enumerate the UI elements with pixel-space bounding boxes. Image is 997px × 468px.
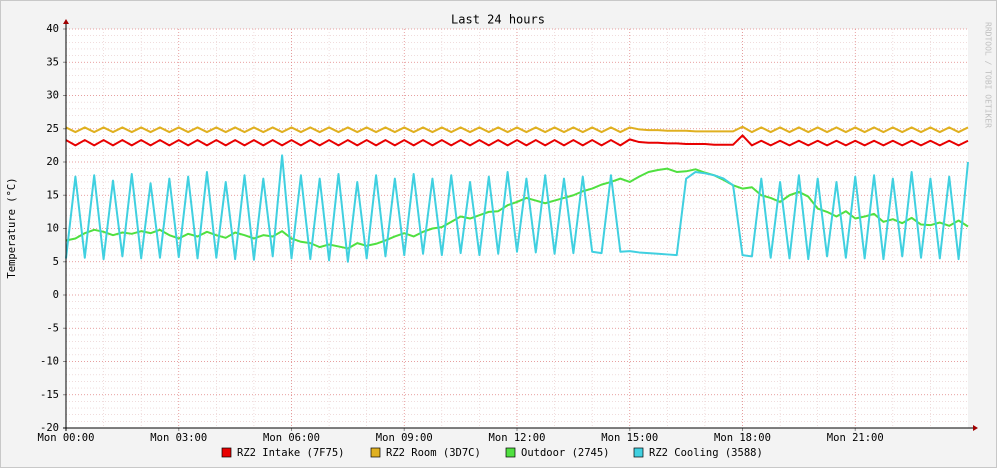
y-tick-label: 20 — [46, 156, 59, 168]
series-line — [65, 125, 969, 134]
x-axis-arrow — [973, 425, 978, 431]
y-tick-label: -20 — [40, 422, 59, 434]
y-tick-label: 5 — [53, 256, 59, 268]
legend-swatch — [633, 447, 644, 458]
legend-label: Outdoor (2745) — [521, 447, 610, 459]
y-tick-label: 25 — [46, 123, 59, 135]
series-line — [65, 154, 969, 263]
x-tick-label: Mon 03:00 — [150, 432, 207, 444]
legend-swatch — [370, 447, 381, 458]
y-tick-label: -10 — [40, 356, 59, 368]
x-tick-label: Mon 06:00 — [263, 432, 320, 444]
watermark: RRDTOOL / TOBI OETIKER — [984, 22, 993, 128]
y-tick-label: -5 — [46, 322, 59, 334]
x-tick-label: Mon 12:00 — [489, 432, 546, 444]
y-tick-label: 15 — [46, 189, 59, 201]
y-tick-label: -15 — [40, 389, 59, 401]
legend-label: RZ2 Room (3D7C) — [386, 447, 481, 459]
legend-swatch — [221, 447, 232, 458]
x-tick-label: Mon 09:00 — [376, 432, 433, 444]
y-tick-label: 10 — [46, 223, 59, 235]
x-tick-label: Mon 21:00 — [827, 432, 884, 444]
y-axis-label: Temperature (°C) — [6, 177, 18, 278]
x-tick-label: Mon 15:00 — [601, 432, 658, 444]
y-tick-label: 30 — [46, 90, 59, 102]
y-axis-arrow — [63, 19, 69, 24]
series-line — [65, 167, 969, 250]
legend-label: RZ2 Intake (7F75) — [237, 447, 344, 459]
series-line — [65, 134, 969, 147]
legend-label: RZ2 Cooling (3588) — [649, 447, 763, 459]
y-tick-label: 40 — [46, 23, 59, 35]
x-tick-label: Mon 18:00 — [714, 432, 771, 444]
y-tick-label: 0 — [53, 289, 59, 301]
chart-title: Last 24 hours — [451, 13, 545, 27]
y-tick-label: 35 — [46, 56, 59, 68]
x-tick-label: Mon 00:00 — [38, 432, 95, 444]
legend-swatch — [505, 447, 516, 458]
